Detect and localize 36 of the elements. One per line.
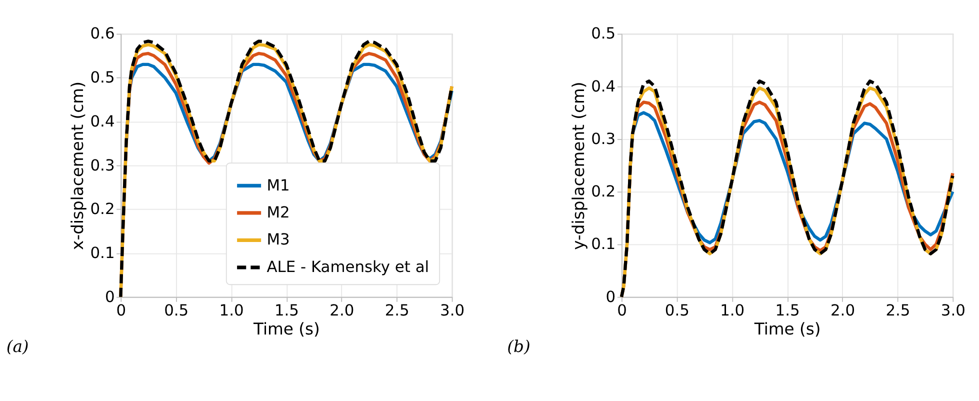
y-tick-label: 0.3 <box>591 130 616 148</box>
x-tick-label: 3.0 <box>440 301 465 320</box>
legend-label: ALE - Kamensky et al <box>266 258 430 276</box>
y-axis-title: y-displacement (cm) <box>568 82 588 250</box>
y-tick-label: 0.1 <box>90 244 115 262</box>
x-tick-label: 1.5 <box>775 301 800 320</box>
y-tick-label: 0.3 <box>90 156 115 174</box>
y-tick-label: 0.5 <box>591 24 616 43</box>
y-tick-label: 0.4 <box>90 112 115 130</box>
y-tick-label: 0.5 <box>90 68 115 87</box>
x-axis-title: Time (s) <box>252 320 320 339</box>
x-tick-label: 3.0 <box>940 301 966 320</box>
x-tick-label: 1.0 <box>720 301 745 320</box>
y-tick-label: 0.4 <box>591 77 616 96</box>
legend-label: M1 <box>266 176 290 194</box>
x-tick-label: 1.0 <box>219 301 244 320</box>
x-tick-label: 2.0 <box>830 301 856 320</box>
x-tick-label: 2.0 <box>330 301 354 320</box>
x-axis-title: Time (s) <box>753 320 821 339</box>
x-tick-label: 0.5 <box>164 301 189 320</box>
y-tick-label: 0 <box>606 288 616 306</box>
x-tick-label: 1.5 <box>274 301 299 320</box>
text: (b) <box>507 337 530 356</box>
x-tick-label: 2.5 <box>886 301 910 320</box>
x-tick-label: 0 <box>116 301 126 320</box>
y-tick-label: 0.2 <box>591 182 616 201</box>
y-tick-label: 0 <box>104 288 115 306</box>
text: (a) <box>6 337 29 356</box>
legend-label: M2 <box>266 203 290 222</box>
y-axis-title: x-displacement (cm) <box>68 82 87 250</box>
y-tick-label: 0.2 <box>90 200 115 218</box>
y-tick-label: 0.1 <box>591 235 616 254</box>
x-tick-label: 0.5 <box>664 301 690 320</box>
y-tick-label: 0.6 <box>90 24 115 43</box>
x-tick-label: 2.5 <box>384 301 410 320</box>
legend-label: M3 <box>266 230 290 249</box>
